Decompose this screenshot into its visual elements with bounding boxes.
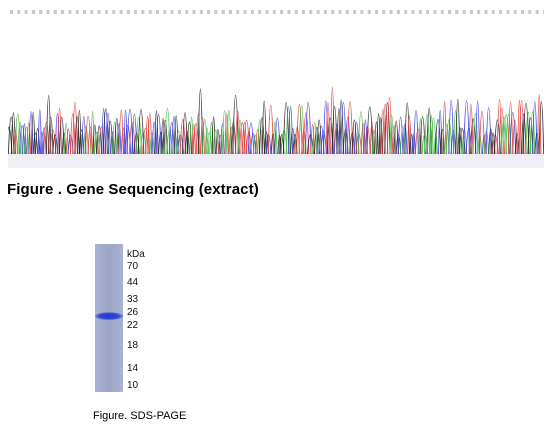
marker-label-10: 10 [127, 380, 139, 391]
chromatogram-peaks [8, 86, 544, 155]
marker-label-14: 14 [127, 363, 139, 374]
sds-page-gel-lane [95, 244, 123, 392]
kda-unit-label: kDa [127, 249, 145, 260]
marker-label-33: 33 [127, 294, 139, 305]
marker-label-22: 22 [127, 320, 139, 331]
marker-label-26: 26 [127, 307, 139, 318]
gel-figure-caption: Figure. SDS-PAGE [93, 410, 187, 422]
protein-band [95, 312, 123, 321]
marker-label-70: 70 [127, 261, 139, 272]
marker-label-18: 18 [127, 340, 139, 351]
sequencing-chromatogram [8, 10, 544, 168]
base-call-tick-row [10, 10, 544, 14]
molecular-weight-markers: kDa 70 44 33 26 22 18 14 10 [127, 0, 167, 432]
trace-baseline [8, 152, 544, 168]
sequencing-figure-caption: Figure . Gene Sequencing (extract) [7, 181, 259, 198]
marker-label-44: 44 [127, 277, 139, 288]
